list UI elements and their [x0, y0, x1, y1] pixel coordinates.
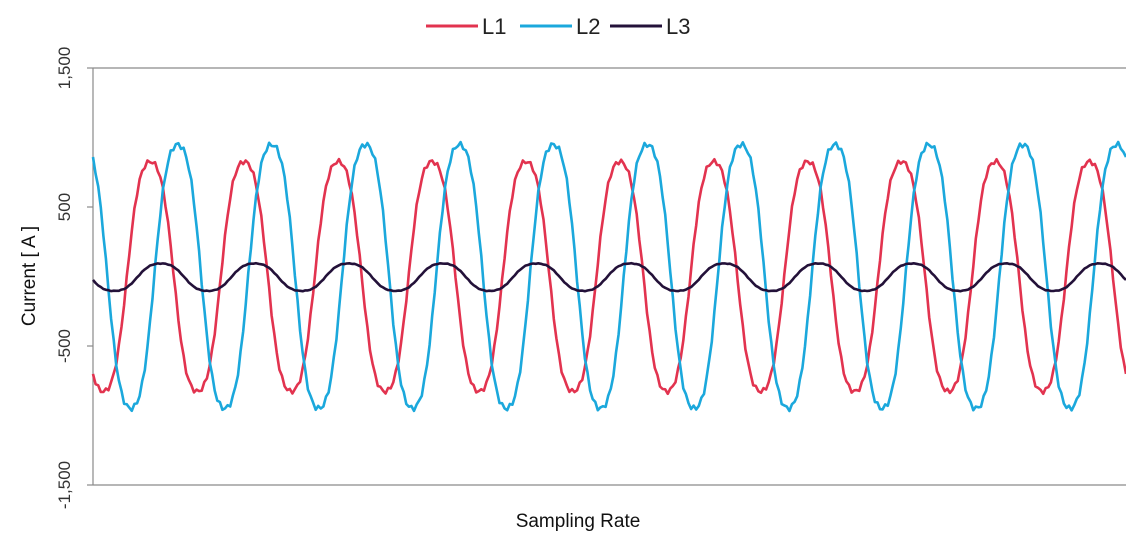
y-tick-marks — [87, 67, 93, 486]
series-line-l1 — [91, 157, 1126, 396]
legend: L1 L2 L3 — [426, 14, 690, 39]
x-axis-title: Sampling Rate — [516, 511, 641, 532]
y-tick-label-1500: 1,500 — [55, 47, 74, 90]
y-tick-label-neg500: -500 — [55, 329, 74, 363]
legend-label-l2: L2 — [576, 14, 600, 39]
legend-label-l1: L1 — [482, 14, 506, 39]
legend-label-l3: L3 — [666, 14, 690, 39]
y-axis-title: Current [ A ] — [19, 226, 40, 326]
series-line-l3 — [92, 261, 1126, 293]
y-tick-label-neg1500: -1,500 — [55, 461, 74, 509]
y-tick-labels: 1,500 500 -500 -1,500 — [55, 47, 74, 509]
y-tick-label-500: 500 — [55, 193, 74, 221]
series-group — [91, 140, 1126, 413]
